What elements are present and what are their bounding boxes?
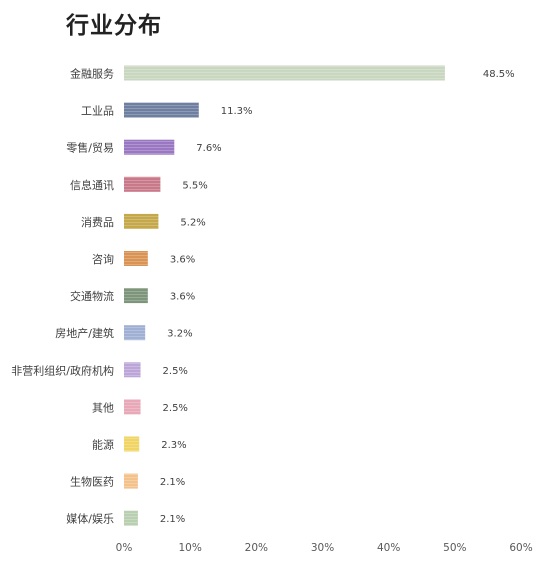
bar-texture	[124, 139, 175, 155]
bar-texture	[124, 213, 159, 229]
category-label: 交通物流	[70, 289, 114, 303]
value-label: 5.5%	[182, 180, 207, 191]
category-label: 零售/贸易	[66, 141, 114, 155]
value-label: 7.6%	[196, 143, 221, 154]
category-label: 金融服务	[70, 67, 114, 81]
value-label: 2.5%	[163, 403, 188, 414]
bar-texture	[124, 399, 141, 415]
bar-texture	[124, 288, 148, 304]
x-tick-label: 10%	[178, 542, 201, 554]
value-label: 3.2%	[167, 329, 192, 340]
category-label: 工业品	[81, 105, 114, 118]
value-label: 2.3%	[161, 440, 186, 451]
x-tick-label: 30%	[311, 542, 334, 554]
value-label: 2.1%	[160, 514, 185, 525]
category-label: 信息通讯	[70, 178, 114, 192]
category-label: 非营利组织/政府机构	[11, 363, 114, 377]
bar-texture	[124, 473, 138, 489]
bar-texture	[124, 362, 141, 378]
x-tick-label: 0%	[116, 542, 133, 554]
value-label: 3.6%	[170, 292, 195, 303]
bar-texture	[124, 510, 138, 526]
value-label: 2.5%	[163, 366, 188, 377]
bar-texture	[124, 102, 199, 118]
bar-texture	[124, 176, 161, 192]
category-label: 房地产/建筑	[55, 326, 114, 340]
bar-texture	[124, 325, 146, 341]
category-label: 其他	[92, 401, 114, 414]
category-label: 消费品	[81, 215, 114, 229]
value-label: 2.1%	[160, 477, 185, 488]
bar-texture	[124, 251, 148, 266]
x-tick-label: 60%	[509, 542, 532, 554]
value-label: 48.5%	[483, 69, 515, 80]
value-label: 3.6%	[170, 255, 195, 266]
bar-texture	[124, 436, 140, 452]
category-label: 生物医药	[70, 475, 114, 489]
x-tick-label: 40%	[377, 542, 400, 554]
value-label: 11.3%	[221, 106, 253, 117]
category-label: 能源	[92, 438, 114, 452]
x-tick-label: 50%	[443, 542, 466, 554]
chart-title: 行业分布	[66, 13, 162, 39]
bar-texture	[124, 65, 445, 81]
value-label: 5.2%	[180, 217, 205, 228]
category-label: 咨询	[92, 252, 114, 266]
category-label: 媒体/娱乐	[66, 512, 114, 526]
x-tick-label: 20%	[245, 542, 268, 554]
